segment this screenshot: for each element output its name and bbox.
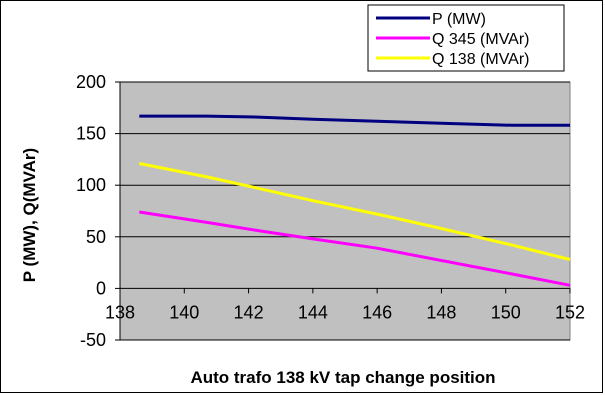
y-tick-label: 100 [76,175,106,195]
y-tick-label: 150 [76,124,106,144]
x-tick-label: 138 [105,302,135,322]
y-tick-label: 50 [86,227,106,247]
axes [115,81,571,341]
x-tick-label: 150 [491,302,521,322]
x-tick-label: 144 [298,302,328,322]
legend: P (MW) Q 345 (MVAr) Q 138 (MVAr) [367,4,565,72]
x-tick-label: 142 [234,302,264,322]
x-tick-label: 152 [555,302,585,322]
legend-label-2: Q 345 (MVAr) [432,31,530,48]
y-tick-label: 200 [76,72,106,92]
y-tick-label: -50 [80,330,106,350]
x-tick-label: 146 [362,302,392,322]
series-line-2 [139,210,571,287]
tick-labels: -50 0 50 100 150 200 138 140 142 144 146 148 150 152 [76,72,585,350]
legend-label-3: Q 138 (MVAr) [432,51,530,68]
series-line-3 [139,162,571,261]
x-tick-label: 148 [426,302,456,322]
y-tick-label: 0 [96,278,106,298]
x-axis-title: Auto trafo 138 kV tap change position [190,368,495,387]
series-lines [139,114,571,287]
grid-lines [120,81,570,341]
series-line-1 [139,114,570,127]
y-axis-title: P (MW), Q(MVAr) [20,148,39,282]
legend-label-1: P (MW) [432,11,486,28]
x-tick-label: 140 [169,302,199,322]
